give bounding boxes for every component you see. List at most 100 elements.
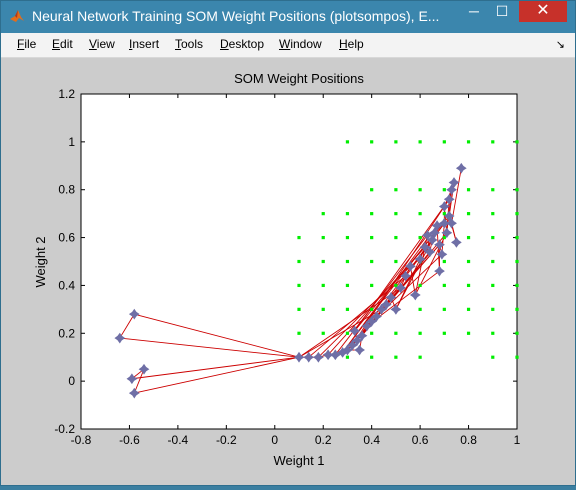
input-point <box>466 140 471 144</box>
neuron-marker <box>429 227 440 239</box>
input-point <box>466 188 471 192</box>
input-point <box>466 259 471 264</box>
neuron-marker <box>434 239 445 251</box>
title-bar[interactable]: Neural Network Training SOM Weight Posit… <box>1 1 575 33</box>
input-point <box>515 259 519 264</box>
input-point <box>321 212 325 216</box>
neuron-marker <box>128 387 140 399</box>
input-point <box>370 355 374 359</box>
input-point <box>442 235 446 240</box>
input-point <box>491 212 495 216</box>
x-tick-label: 0.2 <box>315 433 332 447</box>
y-tick-label: 0.4 <box>58 278 75 292</box>
neuron-marker <box>434 265 445 277</box>
dock-arrow-icon[interactable]: ↘ <box>555 39 565 51</box>
som-plot: SOM Weight Positions Weight 1 Weight 2 -… <box>33 71 521 468</box>
input-point <box>515 235 519 240</box>
neuron-marker <box>409 289 421 301</box>
neuron-marker <box>414 253 426 265</box>
input-point <box>345 331 350 335</box>
neuron-marker <box>138 363 150 375</box>
menu-help[interactable]: Help <box>339 37 364 51</box>
neuron-link <box>134 356 300 394</box>
neuron-marker <box>356 330 368 342</box>
input-point <box>394 212 398 216</box>
menu-file[interactable]: File <box>17 37 37 51</box>
neuron-marker <box>366 315 378 327</box>
menu-tools[interactable]: Tools <box>175 37 204 51</box>
maximize-button[interactable]: ☐ <box>495 3 509 19</box>
input-point <box>394 140 398 144</box>
input-point <box>466 307 471 311</box>
input-point <box>297 307 301 311</box>
input-point <box>466 235 471 240</box>
menu-view[interactable]: View <box>89 37 115 51</box>
input-point <box>394 188 398 192</box>
input-point <box>491 331 495 335</box>
neuron-link <box>119 337 300 358</box>
x-tick-label: -0.2 <box>216 433 237 447</box>
neuron-link <box>451 168 462 224</box>
input-point <box>418 355 422 359</box>
neuron-link <box>298 308 382 358</box>
input-point <box>491 259 495 264</box>
neuron-marker <box>438 201 450 212</box>
neuron-marker <box>436 248 448 260</box>
menu-bar: File Edit View Insert Tools Desktop Wind… <box>1 33 575 58</box>
neuron-marker <box>446 184 457 196</box>
neuron-marker <box>128 308 140 320</box>
neuron-marker <box>400 270 411 282</box>
x-tick-label: -0.4 <box>168 433 189 447</box>
input-point <box>321 259 325 264</box>
neuron-marker <box>419 241 431 253</box>
input-point <box>345 212 350 216</box>
input-point <box>370 331 374 335</box>
input-point <box>297 259 301 264</box>
neuron-marker <box>424 246 436 258</box>
window-title: Neural Network Training SOM Weight Posit… <box>32 8 440 24</box>
matlab-logo-icon <box>10 10 24 22</box>
neuron-marker <box>441 227 453 239</box>
minimize-button[interactable]: ─ <box>469 3 479 19</box>
input-point <box>418 140 422 144</box>
neuron-marker <box>303 351 315 363</box>
input-point <box>515 355 519 359</box>
menu-desktop[interactable]: Desktop <box>220 37 265 51</box>
input-point <box>321 283 325 288</box>
input-point <box>515 307 519 311</box>
neuron-marker <box>422 229 433 241</box>
y-tick-label: 0.2 <box>58 326 75 340</box>
menu-insert[interactable]: Insert <box>129 37 160 51</box>
input-point <box>418 212 422 216</box>
neuron-marker <box>114 332 126 344</box>
neuron-marker <box>346 339 358 351</box>
input-point <box>491 140 495 144</box>
neuron-link <box>131 356 300 380</box>
neuron-marker <box>349 325 361 337</box>
input-point <box>370 235 374 240</box>
input-point <box>515 212 519 216</box>
neuron-marker <box>446 217 457 229</box>
neuron-marker <box>426 234 438 246</box>
input-point <box>321 307 325 311</box>
neuron-marker <box>385 292 397 303</box>
menu-edit[interactable]: Edit <box>52 37 73 51</box>
input-point <box>442 307 446 311</box>
x-tick-label: 0.4 <box>363 433 380 447</box>
neuron-marker <box>443 210 455 222</box>
y-tick-label: 0.6 <box>58 231 75 245</box>
input-point <box>297 235 301 240</box>
close-button[interactable]: ✕ <box>519 1 567 22</box>
neuron-marker <box>293 351 305 363</box>
menu-window[interactable]: Window <box>279 37 322 51</box>
input-point <box>370 307 374 311</box>
x-axis-label: Weight 1 <box>273 453 324 468</box>
input-point <box>466 283 471 288</box>
input-point <box>491 355 495 359</box>
x-tick-label: -0.6 <box>119 433 140 447</box>
neuron-marker <box>380 299 392 311</box>
input-point <box>370 283 374 288</box>
neuron-marker <box>313 351 324 363</box>
neuron-marker <box>361 320 373 332</box>
input-point <box>394 283 398 288</box>
